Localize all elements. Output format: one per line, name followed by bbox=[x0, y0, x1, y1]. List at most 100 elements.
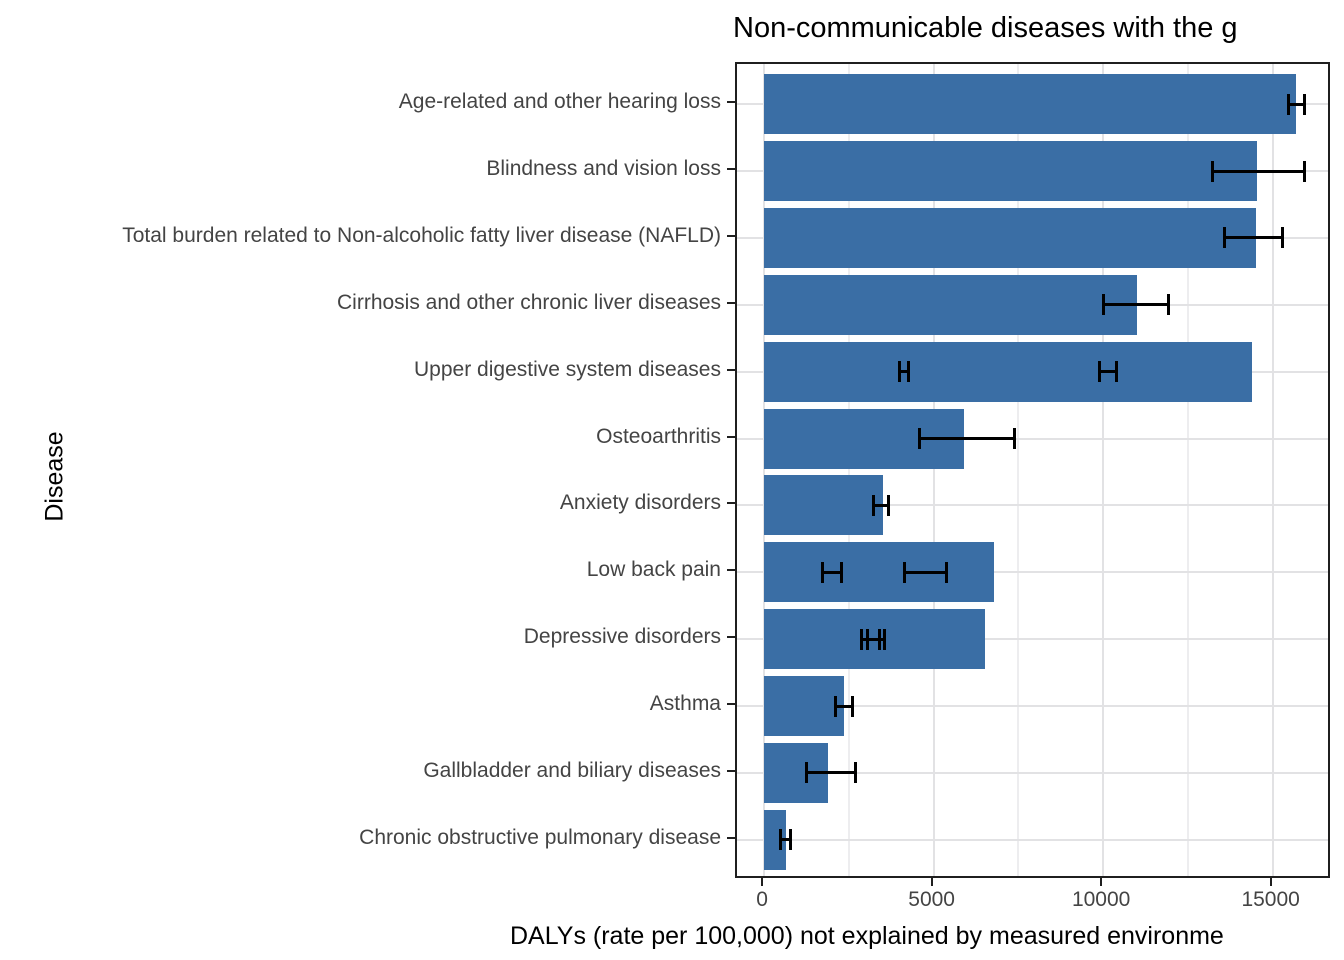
error-bar-cap bbox=[779, 829, 783, 851]
error-bar-cap bbox=[834, 695, 838, 717]
error-bar-line bbox=[1211, 169, 1305, 173]
error-bar-cap bbox=[805, 762, 809, 784]
y-axis-tick bbox=[727, 703, 735, 706]
y-axis-tick bbox=[727, 234, 735, 237]
bar bbox=[764, 207, 1256, 268]
x-axis-label: 15000 bbox=[1241, 888, 1300, 911]
error-bar-cap bbox=[1167, 294, 1171, 316]
x-axis-tick bbox=[930, 878, 933, 886]
error-bar-cap bbox=[1222, 227, 1226, 249]
y-axis-label: Low back pain bbox=[586, 558, 721, 582]
error-bar-line bbox=[806, 771, 857, 775]
error-bar-cap bbox=[918, 428, 922, 450]
gridline-x-minor bbox=[1186, 64, 1189, 876]
x-axis-label: 5000 bbox=[908, 888, 955, 911]
gridline-x-major bbox=[1271, 64, 1274, 876]
error-bar-cap bbox=[1302, 93, 1306, 115]
error-bar-cap bbox=[1286, 93, 1290, 115]
y-axis-label: Asthma bbox=[649, 692, 721, 716]
y-axis-tick bbox=[727, 168, 735, 171]
error-bar-cap bbox=[903, 561, 907, 583]
y-axis-tick bbox=[727, 836, 735, 839]
gridline-y-major bbox=[737, 437, 1328, 440]
error-bar-line bbox=[1223, 236, 1283, 240]
y-axis-label: Total burden related to Non-alcoholic fa… bbox=[122, 223, 721, 247]
error-bar-cap bbox=[898, 361, 902, 383]
error-bar-line bbox=[1287, 102, 1305, 106]
y-axis-tick bbox=[727, 636, 735, 639]
error-bar-cap bbox=[883, 628, 887, 650]
bar bbox=[764, 475, 884, 536]
error-bar-line bbox=[867, 637, 886, 641]
error-bar-line bbox=[899, 370, 910, 374]
error-bar-cap bbox=[851, 695, 855, 717]
gridline-x-minor bbox=[1017, 64, 1020, 876]
gridline-y-major bbox=[737, 638, 1328, 641]
y-axis-label: Blindness and vision loss bbox=[486, 157, 721, 181]
error-bar-cap bbox=[887, 494, 891, 516]
bar bbox=[764, 74, 1297, 135]
error-bar-cap bbox=[854, 762, 858, 784]
y-axis-tick bbox=[727, 368, 735, 371]
y-axis-tick bbox=[727, 502, 735, 505]
y-axis-tick bbox=[727, 769, 735, 772]
error-bar-line bbox=[1103, 303, 1170, 307]
error-bar-line bbox=[822, 570, 843, 574]
gridline-y-major bbox=[737, 771, 1328, 774]
error-bar-line bbox=[780, 838, 792, 842]
gridline-x-minor bbox=[847, 64, 850, 876]
y-axis-title: Disease bbox=[40, 431, 69, 522]
bar bbox=[764, 676, 845, 737]
gridline-y-major bbox=[737, 838, 1328, 841]
error-bar-line bbox=[1099, 370, 1118, 374]
error-bar-line bbox=[904, 570, 948, 574]
error-bar-cap bbox=[1280, 227, 1284, 249]
gridline-x-major bbox=[763, 64, 766, 876]
gridline-y-major bbox=[737, 504, 1328, 507]
gridline-x-major bbox=[1102, 64, 1105, 876]
error-bar-cap bbox=[789, 829, 793, 851]
bar bbox=[764, 141, 1258, 202]
chart-title: Non-communicable diseases with the g bbox=[733, 12, 1238, 44]
y-axis-label: Chronic obstructive pulmonary disease bbox=[359, 825, 721, 849]
gridline-y-major bbox=[737, 705, 1328, 708]
error-bar-cap bbox=[1115, 361, 1119, 383]
x-axis-label: 10000 bbox=[1071, 888, 1131, 911]
y-axis-label: Cirrhosis and other chronic liver diseas… bbox=[337, 290, 721, 314]
y-axis-label: Gallbladder and biliary diseases bbox=[423, 758, 721, 782]
error-bar-line bbox=[919, 437, 1015, 441]
error-bar-cap bbox=[945, 561, 949, 583]
error-bar-cap bbox=[907, 361, 911, 383]
gridline-x-major bbox=[932, 64, 935, 876]
y-axis-tick bbox=[727, 569, 735, 572]
plot-panel bbox=[735, 62, 1330, 878]
error-bar-line bbox=[835, 704, 854, 708]
y-axis-label: Depressive disorders bbox=[523, 625, 721, 649]
error-bar-cap bbox=[1210, 160, 1214, 182]
y-axis-tick bbox=[727, 101, 735, 104]
y-axis-label: Age-related and other hearing loss bbox=[398, 90, 721, 114]
x-axis-tick bbox=[761, 878, 764, 886]
y-axis-label: Anxiety disorders bbox=[559, 491, 721, 515]
error-bar-cap bbox=[821, 561, 825, 583]
y-axis-label: Upper digestive system diseases bbox=[414, 357, 721, 381]
x-axis-label: 0 bbox=[756, 888, 768, 911]
bar bbox=[764, 809, 787, 870]
error-bar-cap bbox=[1102, 294, 1106, 316]
y-axis-tick bbox=[727, 435, 735, 438]
error-bar-line bbox=[873, 503, 890, 507]
error-bar-cap bbox=[872, 494, 876, 516]
bar bbox=[764, 542, 995, 603]
bar bbox=[764, 274, 1138, 335]
y-axis-label: Osteoarthritis bbox=[596, 424, 721, 448]
x-axis-tick bbox=[1100, 878, 1103, 886]
error-bar-cap bbox=[1013, 428, 1016, 450]
error-bar-cap bbox=[866, 628, 870, 650]
y-axis-tick bbox=[727, 301, 735, 304]
x-axis-tick bbox=[1269, 878, 1272, 886]
error-bar-cap bbox=[860, 628, 864, 650]
error-bar-cap bbox=[1302, 160, 1306, 182]
x-axis-title: DALYs (rate per 100,000) not explained b… bbox=[510, 922, 1224, 950]
gridline-y-major bbox=[737, 571, 1328, 574]
